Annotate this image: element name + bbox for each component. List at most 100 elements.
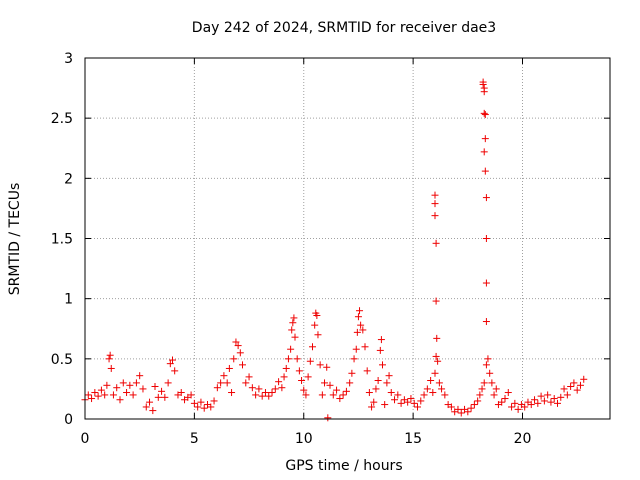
data-point <box>232 338 240 346</box>
data-point <box>333 386 341 394</box>
data-point <box>470 401 478 409</box>
data-point <box>357 321 365 329</box>
data-point <box>146 398 154 406</box>
data-point <box>486 369 494 377</box>
data-point <box>242 379 250 387</box>
data-point <box>169 356 176 364</box>
data-point <box>570 379 578 387</box>
grid-lines <box>85 58 610 419</box>
data-point <box>376 346 384 354</box>
data-point <box>431 200 439 208</box>
data-point <box>223 379 231 387</box>
data-point <box>481 111 489 119</box>
data-point <box>482 194 490 202</box>
data-point <box>177 389 185 397</box>
data-point <box>291 333 299 341</box>
data-point <box>521 403 529 411</box>
y-tick-label: 2.5 <box>51 111 73 127</box>
data-point <box>492 385 500 393</box>
x-axis-label: GPS time / hours <box>285 458 402 474</box>
data-point <box>385 372 393 380</box>
data-point <box>365 389 373 397</box>
y-tick-label: 0 <box>64 412 73 428</box>
data-point <box>258 392 266 400</box>
data-point <box>352 345 360 353</box>
data-point <box>394 391 402 399</box>
data-point <box>234 342 242 350</box>
data-point <box>359 326 367 334</box>
data-point <box>498 398 506 406</box>
data-point <box>423 385 431 393</box>
data-point <box>480 379 488 387</box>
data-point <box>480 109 488 117</box>
data-point <box>97 386 105 394</box>
chart-title: Day 242 of 2024, SRMTID for receiver dae… <box>192 20 496 36</box>
data-point <box>508 403 516 411</box>
data-point <box>278 384 286 392</box>
data-point <box>563 391 571 399</box>
data-point <box>514 405 522 413</box>
axis-ticks <box>84 57 610 420</box>
x-tick-label: 15 <box>404 431 422 447</box>
data-point <box>550 395 558 403</box>
y-tick-label: 3 <box>64 51 73 67</box>
data-point <box>482 318 490 326</box>
data-point <box>106 351 114 359</box>
data-point <box>414 403 421 411</box>
data-point <box>573 386 581 394</box>
data-point <box>432 352 440 360</box>
data-point <box>161 393 169 401</box>
data-point <box>353 328 361 336</box>
data-point <box>194 403 202 411</box>
data-point <box>381 401 389 409</box>
data-point <box>282 364 290 372</box>
data-point <box>478 385 486 393</box>
data-point <box>139 385 147 393</box>
data-point <box>481 135 489 143</box>
data-point <box>457 409 465 417</box>
data-point <box>547 398 555 406</box>
data-point <box>289 319 297 327</box>
data-point <box>511 399 519 407</box>
data-point <box>293 355 301 363</box>
data-point <box>482 361 490 369</box>
data-point <box>372 385 380 393</box>
x-tick-labels: 0 5 10 15 20 <box>81 431 532 447</box>
data-point <box>482 235 490 242</box>
data-point <box>567 383 575 391</box>
data-point <box>480 88 488 96</box>
data-point <box>126 381 134 389</box>
data-point <box>404 398 412 406</box>
data-point <box>326 381 334 389</box>
data-point <box>324 414 332 422</box>
data-point <box>580 375 588 383</box>
data-point <box>171 367 179 375</box>
data-point <box>101 391 109 399</box>
data-point <box>434 357 442 365</box>
data-point <box>284 355 292 363</box>
data-point <box>410 399 418 407</box>
y-tick-label: 1 <box>64 292 73 308</box>
data-point <box>474 397 482 405</box>
data-point <box>368 403 376 411</box>
data-point <box>432 297 440 305</box>
data-point <box>290 314 298 322</box>
data-point <box>255 385 263 393</box>
data-point <box>407 395 415 403</box>
data-point <box>346 379 354 387</box>
data-point <box>554 399 561 407</box>
data-point <box>476 391 484 399</box>
data-point <box>123 389 131 397</box>
y-tick-label: 2 <box>64 171 73 187</box>
data-point <box>248 384 256 392</box>
data-point <box>314 331 322 339</box>
x-tick-label: 20 <box>514 431 532 447</box>
data-point <box>391 396 399 404</box>
data-point <box>302 391 310 399</box>
data-point <box>504 389 512 397</box>
data-point <box>197 398 205 406</box>
data-point <box>109 391 117 399</box>
data-point <box>501 395 509 403</box>
data-point <box>84 391 92 399</box>
